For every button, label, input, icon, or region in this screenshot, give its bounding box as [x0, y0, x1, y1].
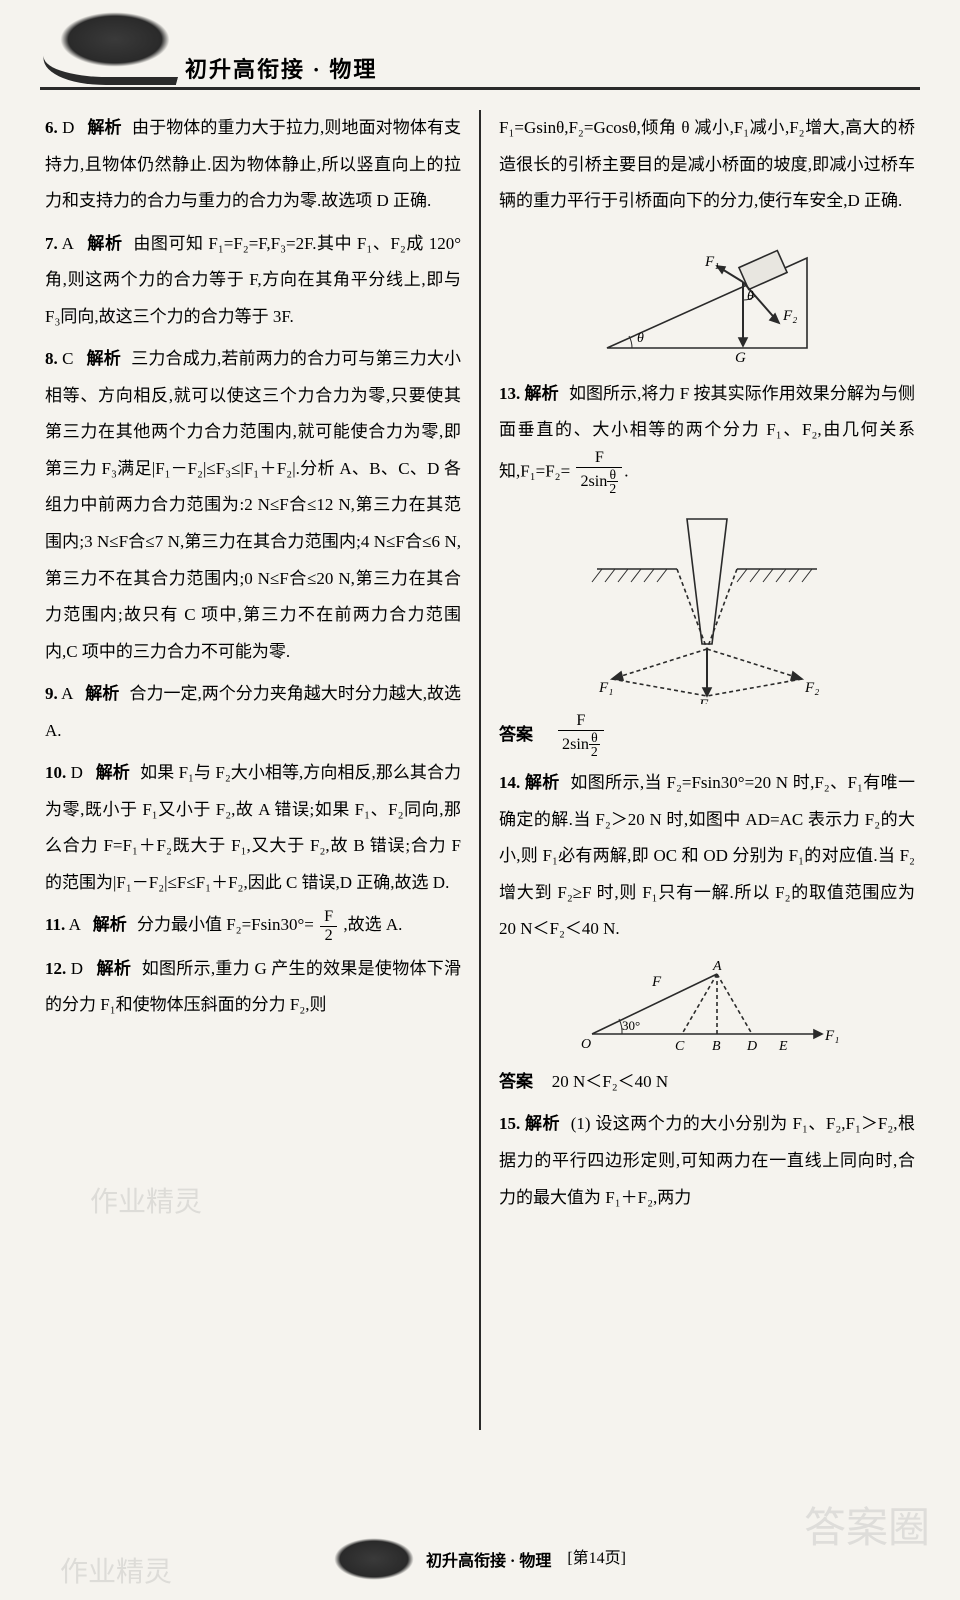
q11-fraction: F 2	[320, 908, 337, 945]
q11-label: 解析	[93, 915, 127, 934]
page-number: [第14页]	[567, 1550, 626, 1567]
incline-F1-label: F₁	[704, 254, 719, 270]
question-10: 10. D 解析 如果 F₁与 F₂大小相等,方向相反,那么其合力为零,既小于 …	[45, 755, 461, 901]
q15-label: 解析	[525, 1114, 560, 1133]
incline-theta1-label: θ	[637, 331, 644, 346]
q13-answer-line: 答案 F 2sinθ2	[499, 712, 915, 759]
tri-F-label: F	[651, 974, 662, 990]
question-11: 11. A 解析 分力最小值 F₂=Fsin30°= F 2 ,故选 A.	[45, 907, 461, 944]
q13-ans-label: 答案	[499, 725, 533, 744]
question-14: 14. 解析 如图所示,当 F₂=Fsin30°=20 N 时,F₂、F₁有唯一…	[499, 765, 915, 948]
q8-text: 三力合成力,若前两力的合力可与第三力大小相等、方向相反,就可以使这三个力合力为零…	[45, 349, 461, 660]
q12-label: 解析	[97, 959, 132, 978]
q6-number: 6.	[45, 118, 58, 137]
incline-G-label: G	[735, 350, 746, 366]
q14-ans-label: 答案	[499, 1072, 533, 1091]
incline-diagram: F₁ F₂ G θ θ	[587, 228, 827, 368]
q11-text-a: 分力最小值 F₂=Fsin30°=	[137, 915, 314, 934]
q11-text-b: ,故选 A.	[343, 915, 402, 934]
tri-A-label: A	[712, 959, 722, 974]
right-column: F₁=Gsinθ,F₂=Gcosθ,倾角 θ 减小,F₁减小,F₂增大,高大的桥…	[481, 110, 915, 1430]
q8-label: 解析	[87, 349, 121, 368]
page-footer: 初升高衔接 · 物理 [第14页]	[0, 1538, 960, 1580]
wedge-F2-label: F₂	[804, 680, 819, 696]
q7-label: 解析	[87, 234, 122, 253]
q10-answer: D	[71, 763, 83, 782]
q14-answer-line: 答案 20 N＜F₂＜40 N	[499, 1064, 915, 1101]
q14-label: 解析	[525, 773, 560, 792]
q13-label: 解析	[525, 384, 559, 403]
tri-C-label: C	[675, 1039, 685, 1054]
q12-continuation: F₁=Gsinθ,F₂=Gcosθ,倾角 θ 减小,F₁减小,F₂增大,高大的桥…	[499, 110, 915, 220]
question-15: 15. 解析 (1) 设这两个力的大小分别为 F₁、F₂,F₁＞F₂,根据力的平…	[499, 1106, 915, 1216]
incline-F2-label: F₂	[782, 308, 797, 324]
q12-cont-text: F₁=Gsinθ,F₂=Gcosθ,倾角 θ 减小,F₁减小,F₂增大,高大的桥…	[499, 118, 915, 210]
question-9: 9. A 解析 合力一定,两个分力夹角越大时分力越大,故选 A.	[45, 676, 461, 749]
content-area: 6. D 解析 由于物体的重力大于拉力,则地面对物体有支持力,且物体仍然静止.因…	[0, 90, 960, 1510]
q14-ans-text: 20 N＜F₂＜40 N	[552, 1072, 668, 1091]
header-title: 初升高衔接 · 物理	[185, 52, 377, 84]
q10-label: 解析	[96, 763, 130, 782]
tri-O-label: O	[581, 1037, 591, 1052]
question-6: 6. D 解析 由于物体的重力大于拉力,则地面对物体有支持力,且物体仍然静止.因…	[45, 110, 461, 220]
q10-text: 如果 F₁与 F₂大小相等,方向相反,那么其合力为零,既小于 F₁又小于 F₂,…	[45, 763, 461, 892]
question-8: 8. C 解析 三力合成力,若前两力的合力可与第三力大小相等、方向相反,就可以使…	[45, 341, 461, 670]
q13-fraction: F 2sinθ2	[576, 449, 622, 496]
q6-label: 解析	[87, 118, 121, 137]
wedge-F-label: F	[698, 697, 709, 704]
logo-icon	[60, 12, 170, 67]
question-12: 12. D 解析 如图所示,重力 G 产生的效果是使物体下滑的分力 F₁和使物体…	[45, 951, 461, 1024]
wedge-F1-label: F₁	[598, 680, 613, 696]
q9-label: 解析	[85, 684, 119, 703]
q8-number: 8.	[45, 349, 58, 368]
tri-B-label: B	[712, 1039, 721, 1054]
page-header: 初升高衔接 · 物理	[40, 0, 920, 90]
q7-answer: A	[62, 234, 73, 253]
q12-number: 12.	[45, 959, 66, 978]
q7-number: 7.	[45, 234, 58, 253]
q13-number: 13.	[499, 384, 520, 403]
q10-number: 10.	[45, 763, 66, 782]
tri-D-label: D	[746, 1039, 757, 1054]
footer-logo-icon	[334, 1538, 414, 1580]
q13-ans-fraction: F 2sinθ2	[558, 712, 604, 759]
tri-F1-label: F₁	[824, 1028, 839, 1044]
incline-theta2-label: θ	[747, 289, 754, 304]
q14-text: 如图所示,当 F₂=Fsin30°=20 N 时,F₂、F₁有唯一确定的解.当 …	[499, 773, 915, 938]
wedge-diagram: F₁ F₂ F	[577, 504, 837, 704]
q9-number: 9.	[45, 684, 58, 703]
tri-E-label: E	[778, 1039, 788, 1054]
triangle-diagram: F A O 30° C B D E F₁	[567, 956, 847, 1056]
question-13: 13. 解析 如图所示,将力 F 按其实际作用效果分解为与侧面垂直的、大小相等的…	[499, 376, 915, 496]
left-column: 6. D 解析 由于物体的重力大于拉力,则地面对物体有支持力,且物体仍然静止.因…	[45, 110, 479, 1430]
question-7: 7. A 解析 由图可知 F₁=F₂=F,F₃=2F.其中 F₁、F₂成 120…	[45, 226, 461, 336]
q8-answer: C	[62, 349, 73, 368]
q6-answer: D	[62, 118, 74, 137]
q15-number: 15.	[499, 1114, 520, 1133]
q9-answer: A	[61, 684, 72, 703]
q14-number: 14.	[499, 773, 520, 792]
q12-answer: D	[71, 959, 83, 978]
tri-angle-label: 30°	[622, 1018, 640, 1033]
footer-title: 初升高衔接 · 物理	[426, 1553, 551, 1570]
q11-number: 11.	[45, 915, 65, 934]
q15-text: (1) 设这两个力的大小分别为 F₁、F₂,F₁＞F₂,根据力的平行四边形定则,…	[499, 1114, 915, 1206]
q13-text: 如图所示,将力 F 按其实际作用效果分解为与侧面垂直的、大小相等的两个分力 F₁…	[499, 384, 915, 481]
q11-answer: A	[69, 915, 80, 934]
